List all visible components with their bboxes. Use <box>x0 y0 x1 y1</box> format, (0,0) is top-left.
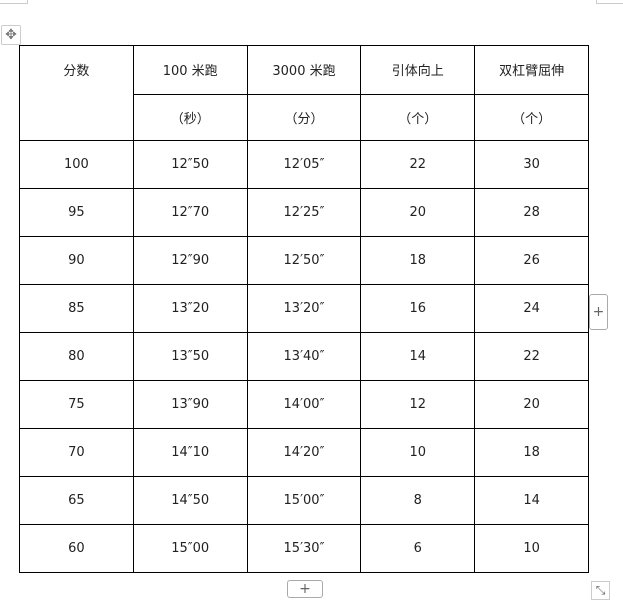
table-cell[interactable]: 13′40″ <box>246 332 362 381</box>
unit-cell[interactable]: （个） <box>360 94 476 141</box>
header-cell[interactable]: 分数 <box>19 45 134 141</box>
table-cell[interactable]: 13″90 <box>132 380 248 429</box>
header-cell[interactable]: 双杠臂屈伸 <box>474 45 589 95</box>
table-cell[interactable]: 90 <box>19 236 134 285</box>
table-cell[interactable]: 95 <box>19 188 134 237</box>
table-cell[interactable]: 18 <box>360 236 476 285</box>
table-cell[interactable]: 13′20″ <box>246 284 362 333</box>
table-row: 85 13″20 13′20″ 16 24 <box>19 284 589 333</box>
table-cell[interactable]: 15′00″ <box>246 476 362 525</box>
table-cell[interactable]: 28 <box>474 188 589 237</box>
table-cell[interactable]: 12″90 <box>132 236 248 285</box>
table-cell[interactable]: 12′25″ <box>246 188 362 237</box>
table-cell[interactable]: 10 <box>360 428 476 477</box>
table-cell[interactable]: 12′05″ <box>246 140 362 189</box>
table-cell[interactable]: 60 <box>19 524 134 573</box>
table-cell[interactable]: 6 <box>360 524 476 573</box>
unit-cell[interactable]: （秒） <box>132 94 248 141</box>
table-row: 80 13″50 13′40″ 14 22 <box>19 332 589 381</box>
table-row: 95 12″70 12′25″ 20 28 <box>19 188 589 237</box>
table-cell[interactable]: 26 <box>474 236 589 285</box>
table-cell[interactable]: 12″50 <box>132 140 248 189</box>
table-row: 60 15″00 15′30″ 6 10 <box>19 524 589 573</box>
table-row: 65 14″50 15′00″ 8 14 <box>19 476 589 525</box>
table-move-handle-icon[interactable]: ✥ <box>1 25 21 45</box>
table-cell[interactable]: 12′50″ <box>246 236 362 285</box>
table-row: 100 12″50 12′05″ 22 30 <box>19 140 589 189</box>
table-cell[interactable]: 24 <box>474 284 589 333</box>
table-cell[interactable]: 22 <box>360 140 476 189</box>
table-cell[interactable]: 20 <box>360 188 476 237</box>
table-cell[interactable]: 70 <box>19 428 134 477</box>
score-table: 分数 100 米跑 3000 米跑 引体向上 双杠臂屈伸 （秒） （分） （个）… <box>19 45 589 573</box>
table-cell[interactable]: 20 <box>474 380 589 429</box>
table-cell[interactable]: 8 <box>360 476 476 525</box>
table-cell[interactable]: 10 <box>474 524 589 573</box>
unit-cell[interactable]: （个） <box>474 94 589 141</box>
page-corner-mark <box>596 0 623 4</box>
add-column-button[interactable]: + <box>589 294 608 330</box>
table-cell[interactable]: 14 <box>360 332 476 381</box>
table-cell[interactable]: 100 <box>19 140 134 189</box>
table-cell[interactable]: 14″50 <box>132 476 248 525</box>
table-cell[interactable]: 14′00″ <box>246 380 362 429</box>
table-cell[interactable]: 22 <box>474 332 589 381</box>
table-cell[interactable]: 13″20 <box>132 284 248 333</box>
table-row: 90 12″90 12′50″ 18 26 <box>19 236 589 285</box>
table-cell[interactable]: 14 <box>474 476 589 525</box>
header-row: 分数 100 米跑 3000 米跑 引体向上 双杠臂屈伸 <box>19 45 589 141</box>
table-cell[interactable]: 12″70 <box>132 188 248 237</box>
table-cell[interactable]: 80 <box>19 332 134 381</box>
table-cell[interactable]: 30 <box>474 140 589 189</box>
unit-cell[interactable]: （分） <box>246 94 362 141</box>
table-cell[interactable]: 16 <box>360 284 476 333</box>
table-resize-handle-icon[interactable]: ⤡ <box>591 581 610 600</box>
table-row: 70 14″10 14′20″ 10 18 <box>19 428 589 477</box>
table-cell[interactable]: 13″50 <box>132 332 248 381</box>
header-cell[interactable]: 3000 米跑 <box>246 45 362 95</box>
table-cell[interactable]: 85 <box>19 284 134 333</box>
page-corner-mark <box>0 0 28 4</box>
table-cell[interactable]: 18 <box>474 428 589 477</box>
table-cell[interactable]: 15″00 <box>132 524 248 573</box>
add-row-button[interactable]: + <box>287 580 323 598</box>
table-cell[interactable]: 15′30″ <box>246 524 362 573</box>
table-cell[interactable]: 65 <box>19 476 134 525</box>
header-cell[interactable]: 100 米跑 <box>132 45 248 95</box>
table-cell[interactable]: 75 <box>19 380 134 429</box>
table-cell[interactable]: 14″10 <box>132 428 248 477</box>
header-cell[interactable]: 引体向上 <box>360 45 476 95</box>
table-cell[interactable]: 14′20″ <box>246 428 362 477</box>
unit-row: （秒） （分） （个） （个） <box>20 94 589 141</box>
table-row: 75 13″90 14′00″ 12 20 <box>19 380 589 429</box>
table-cell[interactable]: 12 <box>360 380 476 429</box>
